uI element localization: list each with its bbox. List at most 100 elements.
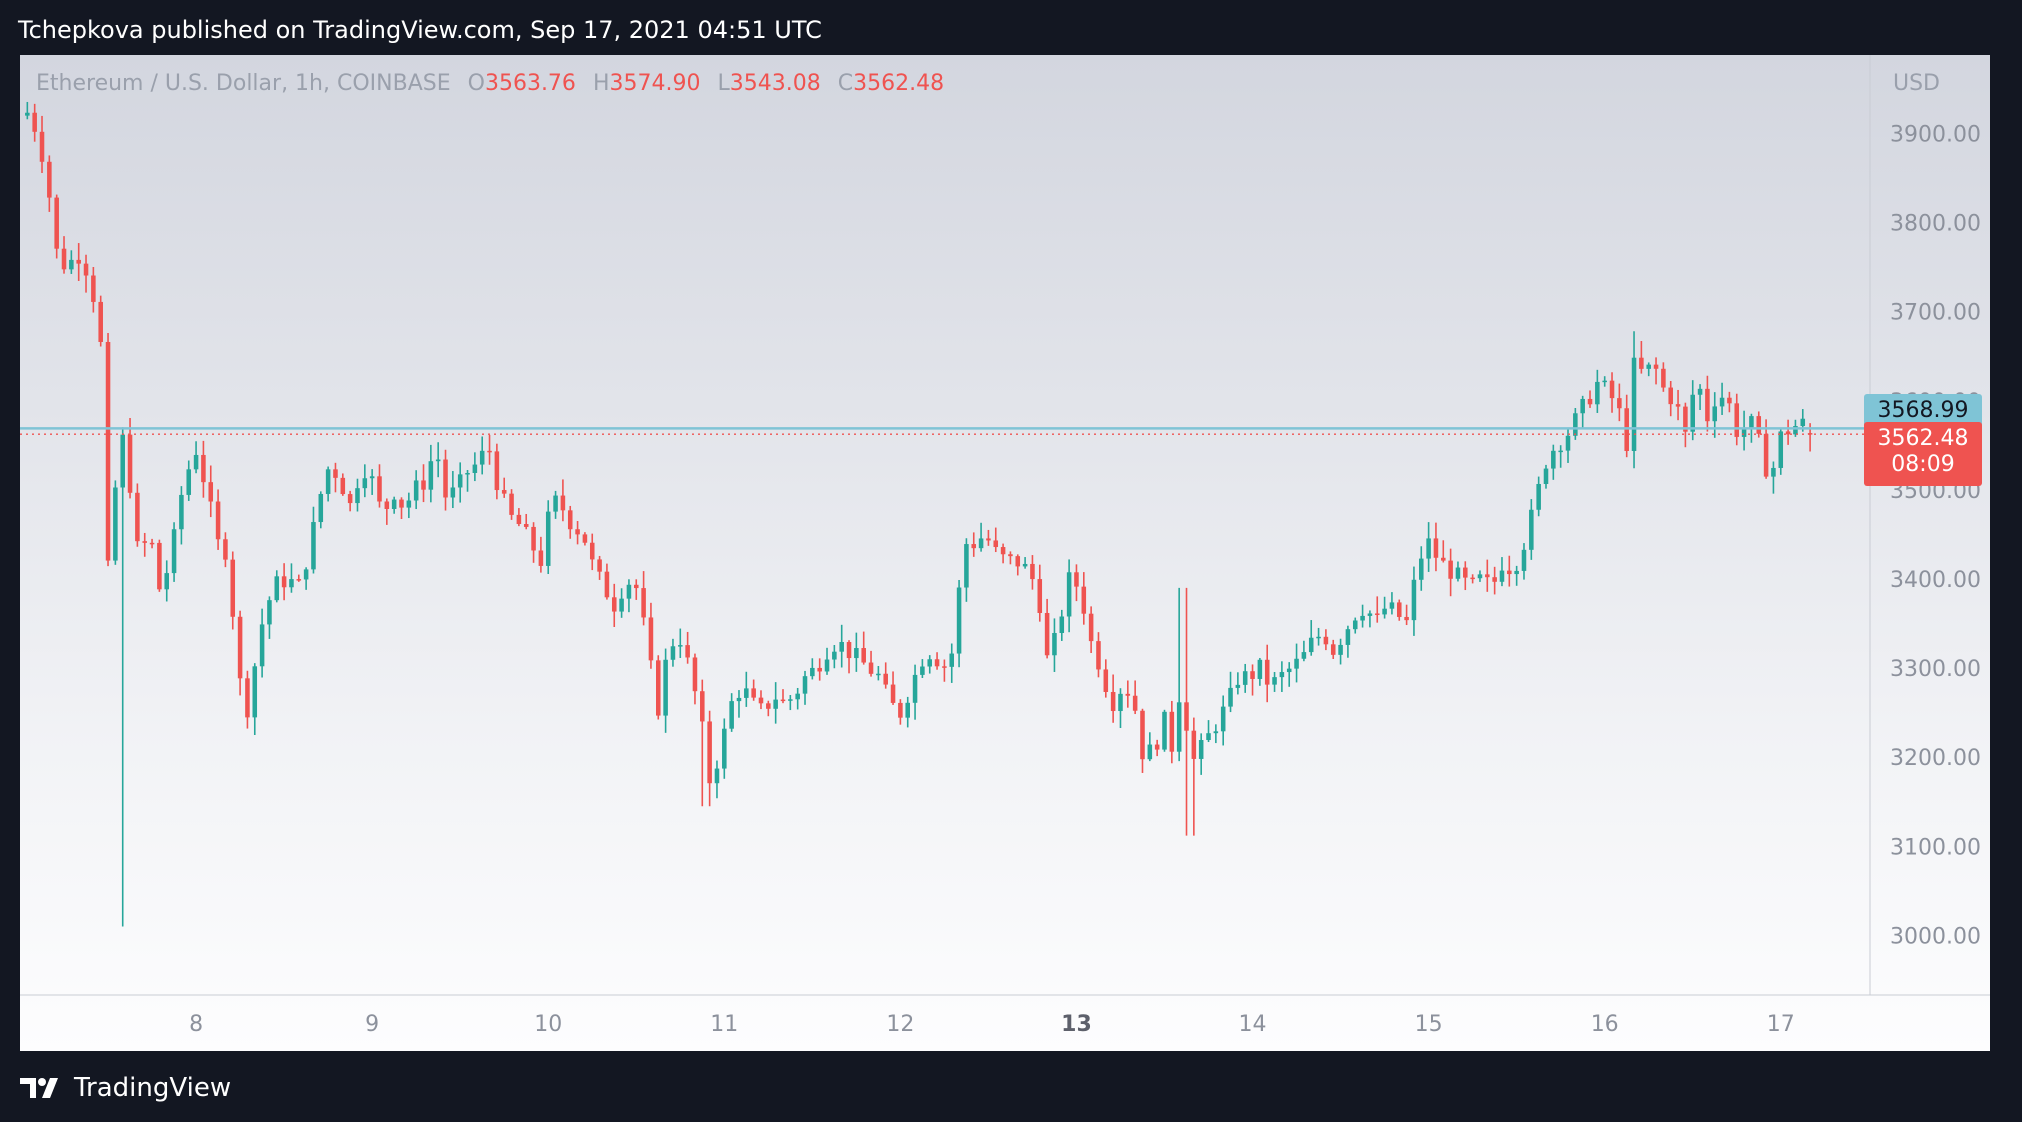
candle-body <box>553 495 558 512</box>
candle <box>472 452 478 482</box>
candle <box>1389 592 1395 615</box>
candle <box>179 486 184 545</box>
candle-body <box>1404 616 1409 621</box>
y-tick-label: 3700.00 <box>1890 301 1981 326</box>
candle <box>685 631 690 664</box>
candle-body <box>663 659 668 716</box>
candle <box>281 563 287 601</box>
candle-body <box>252 666 258 718</box>
candle-body <box>465 473 470 475</box>
candle <box>142 532 147 557</box>
candle <box>384 498 390 525</box>
candle-body <box>399 499 404 508</box>
candle-body <box>1198 740 1204 759</box>
candle <box>98 295 103 347</box>
candle-body <box>1426 538 1431 559</box>
candle <box>208 465 214 518</box>
candle-body <box>692 657 698 692</box>
candle-body <box>215 501 221 540</box>
candle <box>795 687 800 710</box>
candle <box>494 443 500 500</box>
candle <box>1169 700 1175 764</box>
candle-body <box>1800 418 1806 427</box>
candle-body <box>589 542 595 560</box>
candle <box>1125 680 1131 708</box>
candle-body <box>1052 632 1057 656</box>
candle-body <box>656 660 661 716</box>
candle-body <box>736 697 742 702</box>
candle-body <box>1595 381 1600 405</box>
candle-body <box>1184 702 1189 731</box>
candle-body <box>773 699 778 709</box>
x-tick-label: 14 <box>1239 1012 1267 1037</box>
candle-body <box>487 450 492 453</box>
candle-body <box>1463 567 1468 578</box>
candle <box>369 469 375 495</box>
candle-body <box>1096 641 1101 670</box>
candle-body <box>296 579 302 581</box>
candle-body <box>1411 579 1417 621</box>
candle-body <box>1235 684 1241 688</box>
candle <box>32 103 37 142</box>
candle <box>340 473 346 496</box>
horizontal-line-price: 3568.99 <box>1877 398 1969 424</box>
candle-body <box>340 477 346 495</box>
y-tick-label: 3800.00 <box>1890 212 1981 237</box>
candle-body <box>1756 416 1762 434</box>
candle-body <box>1558 450 1563 453</box>
candle <box>105 333 111 567</box>
candle <box>237 610 243 696</box>
x-tick-label: 9 <box>365 1012 379 1037</box>
candle <box>1301 640 1307 662</box>
candle <box>656 655 661 720</box>
candle <box>531 522 536 563</box>
candle-body <box>1492 577 1497 582</box>
candle <box>516 508 522 527</box>
candle <box>788 695 793 711</box>
x-tick-label: 15 <box>1415 1012 1443 1037</box>
candle-body <box>920 666 925 675</box>
candle <box>259 608 265 678</box>
candle-body <box>39 131 45 162</box>
candle-body <box>355 488 360 504</box>
candle-body <box>883 673 888 685</box>
candle-body <box>986 538 991 541</box>
candle <box>766 700 771 717</box>
candle-body <box>428 461 434 490</box>
candle <box>575 520 580 545</box>
candle-body <box>670 646 676 660</box>
candle-body <box>443 459 448 498</box>
candle <box>171 522 177 582</box>
candle-body <box>722 728 727 769</box>
candle-body <box>817 667 822 672</box>
candle-body <box>905 702 910 718</box>
candlestick-chart[interactable]: 3000.003100.003200.003300.003400.003500.… <box>20 55 1990 1051</box>
candle-body <box>1059 616 1065 633</box>
candle <box>810 658 815 680</box>
candle-body <box>1037 579 1043 613</box>
tradingview-brand[interactable]: TradingView <box>20 1068 231 1108</box>
candle <box>736 690 742 718</box>
candle <box>956 580 962 668</box>
candle-body <box>729 701 734 729</box>
candle <box>1184 587 1189 836</box>
candle-body <box>47 161 52 198</box>
candle <box>1103 659 1109 698</box>
candle <box>1213 724 1219 744</box>
candle <box>47 155 52 212</box>
candle-body <box>91 275 96 302</box>
candle <box>1330 639 1336 660</box>
candle-body <box>1433 538 1439 558</box>
x-tick-label: 11 <box>710 1012 738 1037</box>
candle <box>193 441 199 474</box>
candle-body <box>1330 644 1336 655</box>
candle-body <box>744 688 749 698</box>
candle <box>428 444 434 503</box>
chart-area[interactable]: 3000.00 3100.00 3200.00 3300.00 3400.00 3500.… <box>20 55 1990 1051</box>
candle <box>1646 362 1651 377</box>
candle-body <box>538 550 544 566</box>
candle-body <box>1272 677 1277 685</box>
candle <box>1404 604 1409 626</box>
candle-body <box>611 597 617 612</box>
currency-label: USD <box>1892 71 1940 96</box>
